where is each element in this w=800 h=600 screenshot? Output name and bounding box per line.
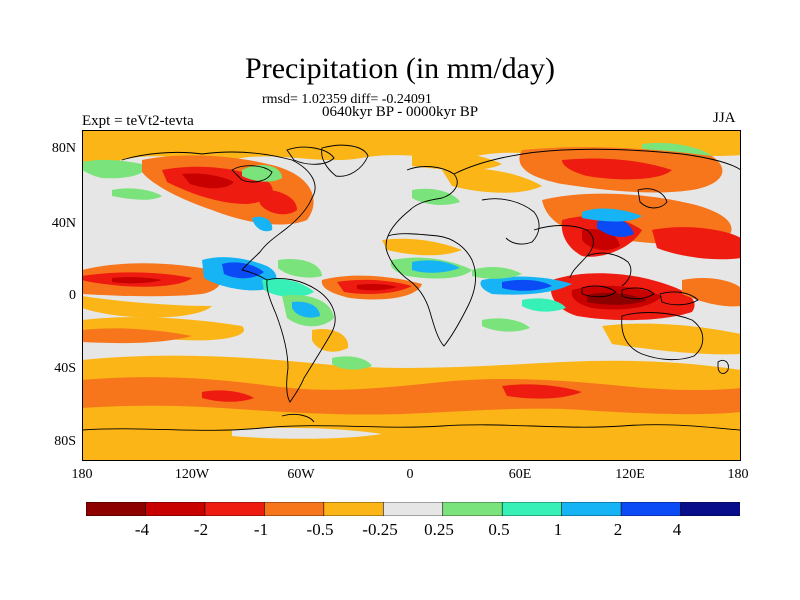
anomaly-patch (502, 384, 582, 399)
colorbar-label: -1 (253, 520, 269, 539)
colorbar-label: -4 (134, 520, 150, 539)
anomaly-patch (232, 427, 382, 439)
colorbar-swatch (264, 502, 325, 516)
x-tick-label: 60E (508, 467, 532, 482)
colorbar-swatch (501, 502, 563, 516)
x-tick-label: 60W (287, 467, 315, 482)
anomaly-patch (112, 188, 162, 200)
y-tick-label: 80N (51, 141, 76, 156)
colorbar-swatch (382, 502, 444, 516)
colorbar-label: 0.25 (424, 520, 454, 539)
anomaly-patch (502, 279, 552, 291)
colorbar-swatch (442, 502, 503, 516)
anomaly-patch (112, 277, 162, 284)
colorbar-label: 1 (553, 520, 563, 539)
colorbar-swatch (323, 502, 385, 516)
anomaly-patch (412, 260, 460, 273)
coastlines (82, 144, 741, 431)
anomaly-patch (442, 168, 542, 193)
anomaly-patch (82, 328, 192, 344)
colorbar-swatch (620, 502, 682, 516)
x-tick-label: 180 (71, 467, 93, 482)
anomaly-patch (82, 377, 741, 415)
experiment-label: Expt = teVt2-tevta (82, 113, 194, 129)
anomaly-patch (562, 158, 672, 180)
colorbar-label: 2 (613, 520, 623, 539)
x-tick-label: 0 (406, 467, 414, 482)
anomaly-patch (522, 298, 566, 312)
anomaly-patch (182, 173, 234, 189)
anomaly-patch (262, 278, 314, 298)
anomaly-patch (602, 323, 741, 355)
anomaly-patch (202, 390, 254, 402)
colorbar-label: 0.5 (488, 520, 510, 539)
precip-map (82, 130, 741, 461)
colorbar-label: -0.25 (362, 520, 398, 539)
anomaly-patch (582, 208, 642, 222)
anomaly-patch (587, 292, 647, 305)
anomaly-patch (472, 267, 522, 279)
colorbar (86, 502, 740, 516)
anomaly-patch (482, 318, 530, 332)
anomaly-patch (412, 188, 460, 205)
colorbar-label: -0.5 (306, 520, 334, 539)
y-tick-label: 40N (51, 216, 76, 231)
anomaly-patch (82, 430, 741, 461)
anomaly-patch (332, 356, 372, 370)
anomaly-patch (242, 164, 282, 182)
y-tick-label: 0 (69, 288, 76, 303)
colorbar-swatch (680, 502, 740, 516)
map-title: Precipitation (in mm/day) (245, 52, 555, 85)
anomaly-patch (292, 301, 320, 318)
anomaly-patch (82, 159, 145, 179)
anomaly-patch (652, 227, 741, 260)
anomaly-patch (412, 149, 502, 171)
stats-subtitle: rmsd= 1.02359 diff= -0.24091 (262, 92, 432, 107)
anomaly-patch (82, 296, 212, 318)
x-tick-label: 120W (174, 467, 210, 482)
colorbar-label: -2 (193, 520, 209, 539)
x-tick-label: 180 (727, 467, 749, 482)
colorbar-label: 4 (672, 520, 682, 539)
y-tick-label: 80S (54, 434, 76, 449)
season-label: JJA (713, 110, 736, 126)
anomaly-patch (252, 216, 273, 232)
period-subtitle: 0640kyr BP - 0000kyr BP (322, 104, 479, 120)
colorbar-swatch (561, 502, 622, 516)
anomaly-patch (257, 189, 297, 215)
y-tick-label: 40S (54, 361, 76, 376)
colorbar-swatch (86, 502, 147, 516)
colorbar-swatch (145, 502, 206, 516)
anomaly-patch (382, 238, 462, 256)
anomaly-patch (312, 328, 349, 352)
x-tick-label: 120E (615, 467, 645, 482)
anomaly-patch (597, 218, 634, 237)
anomaly-patch (278, 258, 322, 278)
colorbar-swatch (204, 502, 266, 516)
anomaly-patch (357, 283, 397, 291)
